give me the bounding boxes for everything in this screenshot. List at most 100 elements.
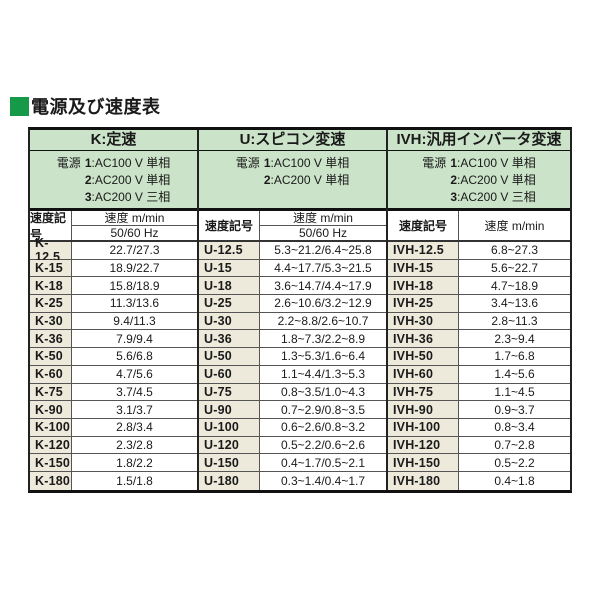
speed-value-cell: 0.5~2.2 (494, 455, 535, 470)
power-text: 電源 1:AC100 V 単相 2:AC200 V 単相 3:AC200 V 三相 (30, 155, 197, 206)
table-row: IVH-100 0.8~3.4 (388, 418, 570, 437)
power-line-number: 3 (84, 190, 92, 204)
table-row: U-50 1.3~5.3/1.6~6.4 (199, 348, 386, 366)
power-line-number: 2 (263, 173, 271, 187)
speed-value-cell: 1.8/2.2 (116, 455, 153, 470)
speed-value-cell: 4.7~18.9 (490, 278, 539, 293)
power-line-number: 2 (84, 173, 92, 187)
power-line-number: 3 (450, 190, 457, 204)
table-row: U-12.5 5.3~21.2/6.4~25.8 (199, 242, 386, 260)
speed-symbol-cell: K-36 (30, 330, 72, 348)
speed-symbol-cell: K-120 (30, 436, 72, 454)
speed-symbol-cell: U-75 (199, 383, 260, 401)
speed-symbol-cell: IVH-18 (388, 277, 459, 295)
speed-value-cell: 2.8~11.3 (491, 314, 538, 329)
speed-column-header: 速度 m/min 50/60 Hz (72, 211, 197, 240)
speed-symbol-cell: K-50 (30, 348, 72, 365)
speed-value-cell: 22.7/27.3 (109, 243, 160, 258)
speed-value-cell: 3.7/4.5 (116, 384, 153, 399)
power-line-number: 1 (84, 156, 92, 170)
power-lines: 1:AC100 V 単相 2:AC200 V 単相 3:AC200 V 三相 (450, 155, 535, 206)
speed-symbol-cell: U-60 (199, 365, 260, 383)
table-row: U-60 1.1~4.4/1.3~5.3 (199, 365, 386, 384)
speed-symbol-cell: K-30 (30, 312, 72, 330)
symbol-column-header: 速度記号 (30, 211, 72, 242)
power-line: 1:AC100 V 単相 (450, 155, 535, 172)
speed-symbol-cell: IVH-15 (388, 259, 459, 277)
speed-symbol-cell: U-90 (199, 401, 260, 418)
speed-symbol-cell: K-25 (30, 295, 72, 312)
speed-value-cell: 1.7~6.8 (494, 349, 535, 364)
speed-symbol-cell: K-150 (30, 454, 72, 471)
speed-symbol-cell: K-100 (30, 418, 72, 436)
column-headers-row: 速度記号 速度 m/min (388, 211, 570, 242)
group-header: K:定速 (30, 130, 197, 151)
speed-value-cell: 5.6/6.8 (116, 349, 153, 364)
power-line-number: 2 (450, 173, 457, 187)
power-line: 2:AC200 V 単相 (450, 172, 535, 189)
speed-symbol-cell: IVH-150 (388, 454, 459, 471)
power-line-text: :AC100 V 単相 (270, 156, 350, 170)
speed-value-cell: 5.3~21.2/6.4~25.8 (274, 243, 372, 258)
power-text: 電源 1:AC100 V 単相 2:AC200 V 単相 3:AC200 V 三相 (388, 155, 570, 206)
speed-symbol-cell: IVH-90 (388, 401, 459, 418)
table-row: U-15 4.4~17.7/5.3~21.5 (199, 259, 386, 278)
speed-symbol-cell: IVH-12.5 (388, 242, 459, 259)
speed-symbol-cell: U-50 (199, 348, 260, 365)
speed-symbol-cell: U-36 (199, 330, 260, 348)
table-row: K-90 3.1/3.7 (30, 401, 197, 419)
power-line-text: :AC200 V 単相 (457, 173, 536, 187)
speed-value-cell: 0.5~2.2/0.6~2.6 (280, 437, 366, 452)
speed-header-frequency: 50/60 Hz (298, 226, 348, 240)
speed-value-cell: 1.3~5.3/1.6~6.4 (280, 349, 366, 364)
speed-value-cell: 2.3~9.4 (494, 331, 535, 346)
speed-symbol-cell: K-60 (30, 365, 72, 383)
speed-value-cell: 1.1~4.5 (494, 384, 535, 399)
power-line: 1:AC100 V 単相 (264, 155, 349, 172)
table-row: IVH-50 1.7~6.8 (388, 348, 570, 366)
table-row: IVH-90 0.9~3.7 (388, 401, 570, 419)
speed-symbol-cell: U-150 (199, 454, 260, 471)
speed-symbol-cell: K-15 (30, 259, 72, 277)
table-row: K-120 2.3/2.8 (30, 436, 197, 455)
speed-value-cell: 0.9~3.7 (494, 402, 535, 417)
table-row: U-18 3.6~14.7/4.4~17.9 (199, 277, 386, 296)
speed-header-frequency: 50/60 Hz (110, 226, 159, 240)
power-line-number: 1 (450, 156, 457, 170)
power-line: 2:AC200 V 単相 (85, 172, 170, 189)
table-row: K-60 4.7/5.6 (30, 365, 197, 384)
speed-column-header: 速度 m/min 50/60 Hz (260, 211, 386, 240)
speed-symbol-cell: U-180 (199, 471, 260, 490)
section-title: 電源及び速度表 (10, 94, 161, 118)
symbol-column-header: 速度記号 (388, 211, 459, 240)
speed-value-cell: 2.8/3.4 (116, 420, 153, 435)
table-row: IVH-12.5 6.8~27.3 (388, 242, 570, 260)
speed-symbol-cell: IVH-36 (388, 330, 459, 348)
power-line-text: :AC200 V 単相 (91, 173, 171, 187)
speed-value-cell: 0.8~3.5/1.0~4.3 (280, 384, 366, 399)
speed-symbol-cell: IVH-100 (388, 418, 459, 436)
speed-value-cell: 2.2~8.8/2.6~10.7 (277, 314, 369, 329)
speed-value-cell: 0.7~2.8 (494, 437, 535, 452)
table-row: K-180 1.5/1.8 (30, 471, 197, 490)
speed-symbol-cell: IVH-60 (388, 365, 459, 383)
speed-value-cell: 2.6~10.6/3.2~12.9 (274, 296, 372, 311)
group-u: U:スピコン変速 電源 1:AC100 V 単相 2:AC200 V 単相 速度記号 速度… (197, 130, 386, 490)
speed-symbol-cell: U-100 (199, 418, 260, 436)
speed-symbol-cell: U-120 (199, 436, 260, 454)
power-line-text: :AC100 V 単相 (457, 156, 536, 170)
table-row: IVH-30 2.8~11.3 (388, 312, 570, 331)
table-row: IVH-180 0.4~1.8 (388, 471, 570, 490)
speed-value-cell: 15.8/18.9 (109, 278, 160, 293)
speed-header-label: 速度 m/min (72, 211, 197, 226)
speed-value-cell: 5.6~22.7 (490, 261, 539, 276)
group-header: IVH:汎用インバータ変速 (388, 130, 570, 151)
table-row: K-150 1.8/2.2 (30, 454, 197, 472)
table-row: U-120 0.5~2.2/0.6~2.6 (199, 436, 386, 455)
table-row: IVH-25 3.4~13.6 (388, 295, 570, 313)
speed-value-cell: 0.7~2.9/0.8~3.5 (280, 402, 366, 417)
speed-symbol-cell: K-75 (30, 383, 72, 401)
speed-symbol-cell: U-15 (199, 259, 260, 277)
page-title: 電源及び速度表 (31, 97, 161, 117)
